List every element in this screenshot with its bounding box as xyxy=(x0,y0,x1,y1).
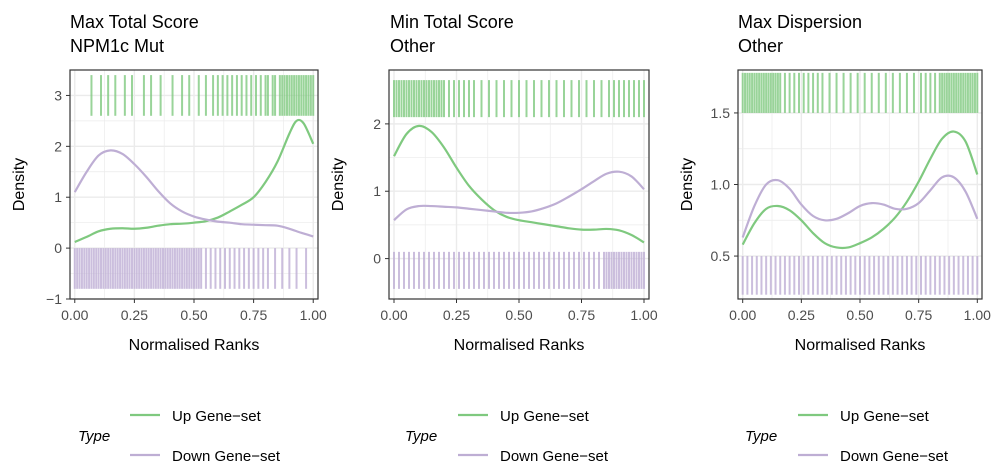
x-tick-label: 0.25 xyxy=(443,307,470,323)
density-line-down xyxy=(741,174,979,238)
panel-3: Max Dispersion Other 0.00 0.25 0.50 0.75 1.00 0… xyxy=(679,12,991,465)
legend-label: Up Gene−set xyxy=(172,408,262,425)
y-tick-label: 2 xyxy=(54,138,62,154)
x-tick-label: 0.00 xyxy=(61,307,88,323)
density-line-up xyxy=(393,124,645,244)
legend-label: Up Gene−set xyxy=(500,408,590,425)
y-tick-label: 3 xyxy=(54,87,62,103)
y-tick-label: 1.5 xyxy=(711,105,731,121)
legend-label: Down Gene−set xyxy=(840,448,949,465)
rug-down xyxy=(393,251,645,289)
x-tick-label: 0.50 xyxy=(505,307,532,323)
rug-down xyxy=(73,248,308,289)
legend: Type Up Gene−set Down Gene−set xyxy=(78,408,281,465)
legend-label: Down Gene−set xyxy=(500,448,609,465)
x-axis-label: Normalised Ranks xyxy=(795,337,926,354)
legend-title: Type xyxy=(405,428,437,445)
x-tick-label: 1.00 xyxy=(630,307,657,323)
legend-label: Down Gene−set xyxy=(172,448,281,465)
panel-1: Max Total Score NPM1c Mut 0.00 0.25 0.50 0.75… xyxy=(11,12,327,465)
y-axis-label: Density xyxy=(330,158,347,211)
panel-title-line: Other xyxy=(738,36,783,56)
density-line-up xyxy=(74,118,315,244)
density-line-down xyxy=(73,149,314,238)
legend-title: Type xyxy=(745,428,777,445)
x-tick-label: 1.00 xyxy=(300,307,327,323)
x-tick-label: 0.50 xyxy=(846,307,873,323)
y-tick-label: 1 xyxy=(373,183,381,199)
legend-title: Type xyxy=(78,428,110,445)
y-axis-label: Density xyxy=(679,158,696,211)
panel-title-line: NPM1c Mut xyxy=(70,36,164,56)
x-tick-label: 1.00 xyxy=(964,307,991,323)
x-axis-label: Normalised Ranks xyxy=(454,337,585,354)
y-tick-label: −1 xyxy=(46,291,62,307)
legend: Type Up Gene−set Down Gene−set xyxy=(745,408,949,465)
x-tick-label: 0.75 xyxy=(240,307,267,323)
density-line-up xyxy=(741,130,979,250)
rug-up xyxy=(90,75,315,116)
density-line-down xyxy=(393,170,645,222)
y-tick-label: 1 xyxy=(54,189,62,205)
x-tick-label: 0.25 xyxy=(788,307,815,323)
x-tick-label: 0.25 xyxy=(121,307,148,323)
y-tick-label: 0 xyxy=(54,240,62,256)
rug-down xyxy=(741,256,979,295)
y-tick-label: 0 xyxy=(373,251,381,267)
x-axis-label: Normalised Ranks xyxy=(129,337,260,354)
y-axis-label: Density xyxy=(11,158,28,211)
x-tick-label: 0.50 xyxy=(180,307,207,323)
panel-title-line: Max Total Score xyxy=(70,12,199,32)
y-tick-label: 2 xyxy=(373,116,381,132)
x-tick-label: 0.75 xyxy=(905,307,932,323)
rug-up xyxy=(741,72,979,113)
panel-title-line: Other xyxy=(390,36,435,56)
legend: Type Up Gene−set Down Gene−set xyxy=(405,408,609,465)
legend-label: Up Gene−set xyxy=(840,408,930,425)
x-tick-label: 0.00 xyxy=(380,307,407,323)
panel-title-line: Max Dispersion xyxy=(738,12,862,32)
x-tick-label: 0.00 xyxy=(729,307,756,323)
x-tick-label: 0.75 xyxy=(568,307,595,323)
rug-up xyxy=(393,80,645,118)
panel-2: Min Total Score Other 0.00 0.25 0.50 0.75 1.00… xyxy=(330,12,658,465)
y-tick-label: 0.5 xyxy=(711,248,731,264)
panel-title-line: Min Total Score xyxy=(390,12,514,32)
y-tick-label: 1.0 xyxy=(711,177,731,193)
